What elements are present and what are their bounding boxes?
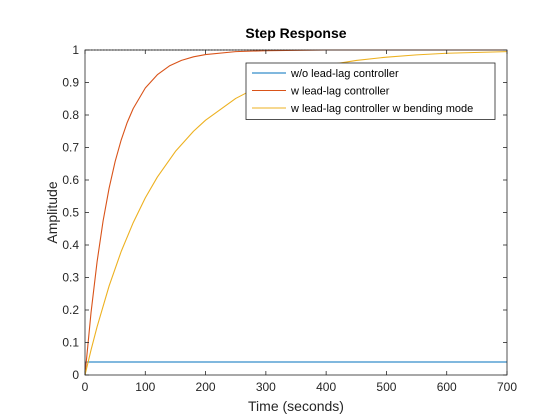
y-tick-label: 1 <box>72 43 79 57</box>
legend-label-1: w/o lead-lag controller <box>290 68 399 80</box>
x-tick-label: 200 <box>196 380 216 394</box>
y-tick-label: 0.6 <box>62 173 79 187</box>
x-tick-label: 0 <box>82 380 89 394</box>
x-tick-label: 100 <box>135 380 155 394</box>
y-tick-label: 0.4 <box>62 238 79 252</box>
y-tick-label: 0 <box>72 368 79 382</box>
legend-label-3: w lead-lag controller w bending mode <box>290 103 473 115</box>
chart-title: Step Response <box>245 25 346 41</box>
tick-layer: 0 100 200 300 400 500 600 700 0 0.1 0.2 0.3 0.4 0.5 0.… <box>62 43 517 394</box>
y-tick-label: 0.3 <box>62 271 79 285</box>
series-line-3 <box>84 51 508 376</box>
x-tick-label: 700 <box>497 380 517 394</box>
x-tick-label: 500 <box>376 380 396 394</box>
legend-label-2: w lead-lag controller <box>290 86 390 98</box>
y-tick-label: 0.9 <box>62 76 79 90</box>
x-tick-label: 400 <box>316 380 336 394</box>
legend: w/o lead-lag controller w lead-lag contro… <box>245 62 496 120</box>
y-tick-label: 0.1 <box>62 336 79 350</box>
legend-box <box>245 62 496 120</box>
y-tick-label: 0.5 <box>62 206 79 220</box>
x-tick-label: 600 <box>437 380 457 394</box>
x-axis-label: Time (seconds) <box>248 398 344 414</box>
y-axis-label: Amplitude <box>44 181 60 243</box>
x-tick-label: 300 <box>256 380 276 394</box>
y-tick-label: 0.8 <box>62 108 79 122</box>
y-tick-label: 0.2 <box>62 303 79 317</box>
y-tick-label: 0.7 <box>62 141 79 155</box>
